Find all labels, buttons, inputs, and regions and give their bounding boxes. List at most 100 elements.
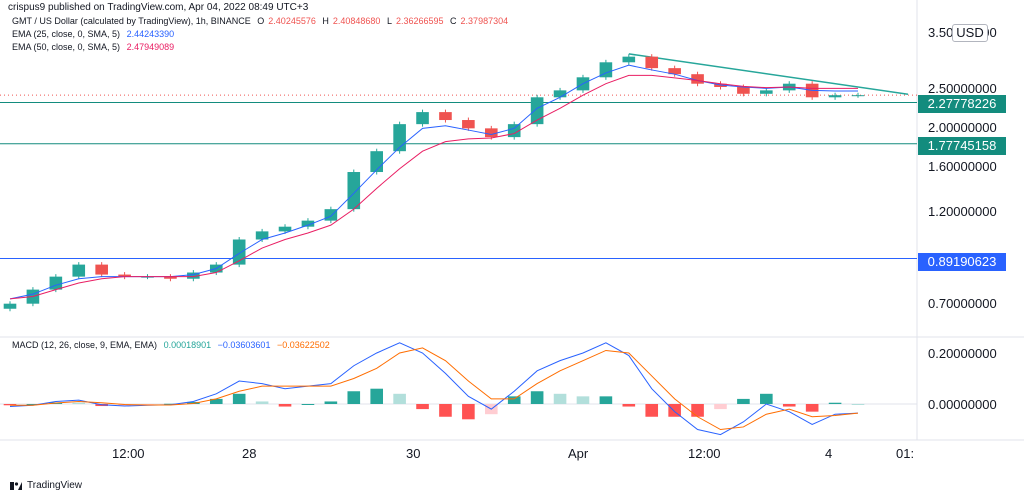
macd-histogram-bar	[851, 404, 865, 405]
macd-histogram-bar	[347, 391, 361, 404]
candle-body	[370, 151, 384, 173]
macd-histogram-bar	[324, 401, 338, 404]
ohlc-l-value: 2.36266595	[395, 16, 444, 26]
macd-histogram-bar	[714, 404, 727, 410]
candle-body	[255, 231, 269, 240]
trendline	[628, 53, 909, 95]
candle-body	[760, 90, 773, 94]
macd-histogram-bar	[622, 404, 636, 407]
price-tag-2-27778226[interactable]: 2.27778226	[918, 95, 1006, 113]
macd-histogram-bar	[416, 404, 429, 410]
macd-pane	[0, 342, 917, 436]
legend-instrument-row: GMT / US Dollar (calculated by TradingVi…	[12, 16, 512, 26]
price-tick-label: 1.60000000	[928, 159, 997, 174]
candle-body	[622, 56, 636, 63]
candle-body	[324, 209, 338, 221]
ohlc-o-value: 2.40245576	[268, 16, 316, 26]
time-tick-label: 12:00	[112, 446, 145, 461]
ema25-line	[9, 64, 858, 300]
price-tick-label: 1.20000000	[928, 204, 997, 219]
candle-body	[439, 112, 452, 121]
candle-body	[599, 62, 613, 78]
candle-body	[645, 56, 659, 69]
macd-histogram-bar	[782, 404, 796, 407]
legend-ema50-row[interactable]: EMA (50, close, 0, SMA, 5) 2.47949089	[12, 42, 178, 52]
time-tick-label: 28	[242, 446, 257, 461]
candle-body	[851, 95, 865, 97]
publisher-header: crispus9 published on TradingView.com, A…	[8, 2, 309, 13]
macd-line-value: −0.03603601	[217, 340, 271, 350]
candle-body	[164, 276, 177, 279]
tradingview-logo-icon	[10, 481, 22, 490]
macd-histogram-bar	[760, 393, 773, 404]
macd-histogram-bar	[232, 393, 246, 404]
candle-body	[484, 128, 498, 138]
candle-body	[49, 276, 63, 290]
ema25-value: 2.44243390	[126, 29, 175, 39]
candle-body	[737, 87, 750, 94]
ema-lines	[9, 64, 858, 300]
macd-histogram-bar	[645, 404, 659, 417]
candle-body	[691, 74, 704, 84]
ema50-label: EMA (50, close, 0, SMA, 5)	[12, 42, 121, 52]
candle-body	[530, 97, 544, 125]
macd-histogram-bar	[278, 404, 292, 407]
price-tick-label: 0.70000000	[928, 296, 997, 311]
macd-histogram-bar	[576, 396, 590, 404]
macd-histogram-bar	[26, 404, 40, 405]
candle-body	[828, 95, 842, 98]
macd-histogram-bar	[439, 404, 452, 417]
time-tick-label: 12:00	[688, 446, 721, 461]
candle-body	[347, 172, 361, 210]
candle-body	[95, 264, 108, 275]
macd-histogram-bar	[599, 396, 613, 404]
macd-signal-line	[10, 347, 859, 431]
macd-histogram-bar	[530, 391, 544, 404]
footer-brand-label: TradingView	[27, 480, 83, 491]
macd-histogram-bar	[255, 401, 269, 404]
macd-label: MACD (12, 26, close, 9, EMA, EMA)	[12, 340, 158, 350]
main-pane-lines	[0, 53, 917, 260]
macd-histogram-bar	[393, 393, 406, 404]
macd-histogram-bar	[370, 388, 384, 404]
ohlc-h-label: H	[322, 16, 329, 26]
macd-histogram-bar	[737, 398, 750, 404]
macd-histogram-bar	[553, 393, 567, 404]
macd-histogram-bar	[209, 398, 223, 404]
legend-macd-row[interactable]: MACD (12, 26, close, 9, EMA, EMA) 0.0001…	[12, 340, 334, 350]
candles	[3, 54, 865, 312]
ohlc-c-label: C	[450, 16, 457, 26]
ohlc-h-value: 2.40848680	[332, 16, 381, 26]
candle-body	[118, 274, 131, 277]
macd-tick-label: 0.00000000	[928, 397, 997, 412]
legend-ema25-row[interactable]: EMA (25, close, 0, SMA, 5) 2.44243390	[12, 29, 178, 39]
candle-body	[416, 112, 429, 125]
candle-body	[3, 303, 17, 309]
ema50-line	[9, 74, 858, 300]
macd-histogram-bar	[164, 403, 177, 405]
price-tick-label: 2.50000000	[928, 81, 997, 96]
candle-body	[278, 226, 292, 232]
candle-body	[301, 220, 315, 227]
macd-tick-label: 0.20000000	[928, 346, 997, 361]
candle-body	[668, 68, 681, 75]
macd-histogram-bar	[141, 404, 154, 405]
candle-body	[187, 272, 200, 279]
currency-badge[interactable]: USD	[952, 24, 988, 42]
macd-histogram-bar	[507, 396, 521, 404]
ema25-label: EMA (25, close, 0, SMA, 5)	[12, 29, 121, 39]
instrument-name: GMT / US Dollar (calculated by TradingVi…	[12, 16, 251, 26]
candle-body	[553, 90, 567, 98]
footer-brand[interactable]: TradingView	[10, 480, 82, 491]
price-tag-1-77745158[interactable]: 1.77745158	[918, 137, 1006, 155]
macd-line	[9, 342, 859, 436]
ema50-value: 2.47949089	[126, 42, 175, 52]
candle-body	[462, 120, 475, 129]
candle-body	[232, 239, 246, 265]
price-tag-0-89190623[interactable]: 0.89190623	[918, 253, 1006, 271]
time-tick-label: 4	[825, 446, 833, 461]
macd-histogram-bar	[301, 404, 315, 405]
pane-dividers	[0, 0, 1024, 441]
